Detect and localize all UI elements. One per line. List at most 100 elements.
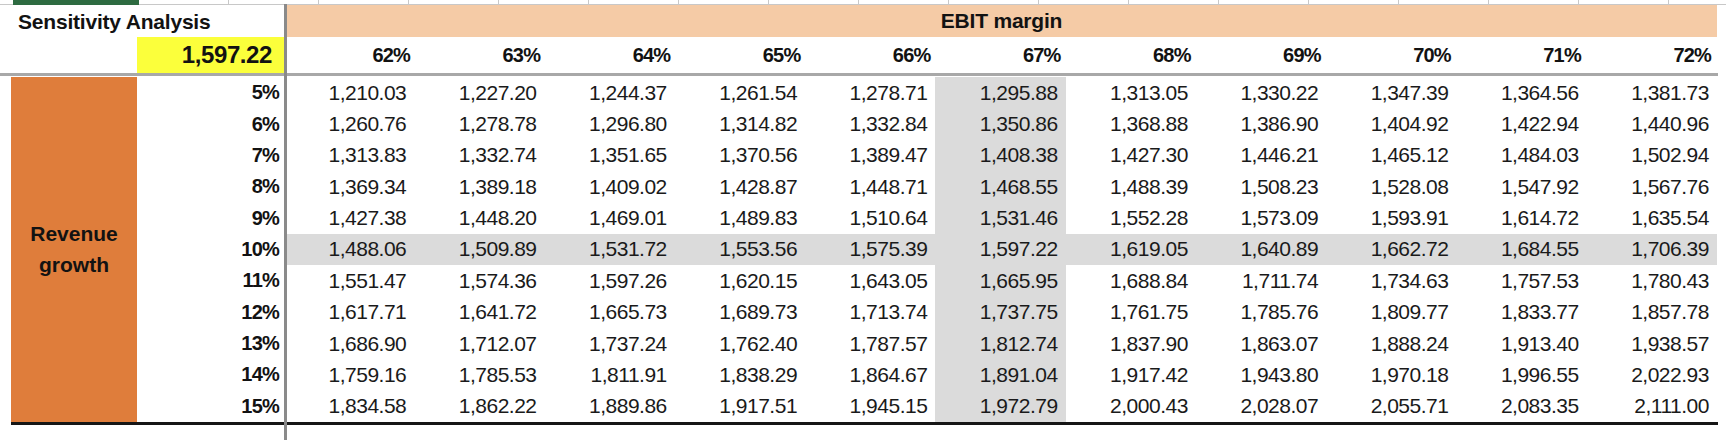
row-header-15%[interactable]: 15% — [137, 391, 284, 422]
column-axis-header-cell[interactable]: EBIT margin — [286, 5, 1717, 37]
data-cell[interactable]: 1,347.39 — [1326, 77, 1456, 108]
data-cell[interactable]: 1,428.87 — [675, 171, 805, 202]
column-header-63%[interactable]: 63% — [416, 37, 546, 73]
data-cell[interactable]: 1,313.83 — [284, 140, 414, 171]
data-cell[interactable]: 1,551.47 — [284, 265, 414, 296]
data-cell[interactable]: 1,863.07 — [1196, 328, 1326, 359]
column-header-69%[interactable]: 69% — [1197, 37, 1327, 73]
data-cell[interactable]: 1,640.89 — [1196, 234, 1326, 265]
data-cell[interactable]: 1,313.05 — [1066, 77, 1196, 108]
data-cell[interactable]: 1,261.54 — [675, 77, 805, 108]
data-cell[interactable]: 1,510.64 — [805, 202, 935, 233]
data-cell[interactable]: 1,689.73 — [675, 297, 805, 328]
data-cell[interactable]: 1,389.47 — [805, 140, 935, 171]
row-header-6%[interactable]: 6% — [137, 108, 284, 139]
column-header-66%[interactable]: 66% — [806, 37, 936, 73]
data-cell[interactable]: 2,000.43 — [1066, 391, 1196, 422]
data-cell[interactable]: 1,502.94 — [1587, 140, 1717, 171]
data-cell[interactable]: 1,857.78 — [1587, 297, 1717, 328]
row-header-12%[interactable]: 12% — [137, 297, 284, 328]
row-header-11%[interactable]: 11% — [137, 265, 284, 296]
data-cell[interactable]: 1,531.46 — [935, 202, 1065, 233]
data-cell[interactable]: 2,111.00 — [1587, 391, 1717, 422]
data-cell[interactable]: 1,508.23 — [1196, 171, 1326, 202]
data-cell[interactable]: 1,573.09 — [1196, 202, 1326, 233]
data-cell[interactable]: 1,737.75 — [935, 297, 1065, 328]
table-title-cell[interactable]: Sensitivity Analysis — [0, 6, 284, 37]
data-cell[interactable]: 1,386.90 — [1196, 108, 1326, 139]
data-cell[interactable]: 1,295.88 — [935, 77, 1065, 108]
data-cell[interactable]: 1,785.76 — [1196, 297, 1326, 328]
data-cell[interactable]: 1,889.86 — [545, 391, 675, 422]
data-cell[interactable]: 1,684.55 — [1456, 234, 1586, 265]
data-cell[interactable]: 1,469.01 — [545, 202, 675, 233]
data-cell[interactable]: 1,278.71 — [805, 77, 935, 108]
data-cell[interactable]: 1,809.77 — [1326, 297, 1456, 328]
data-cell[interactable]: 1,369.34 — [284, 171, 414, 202]
data-cell[interactable]: 1,296.80 — [545, 108, 675, 139]
row-axis-header-cell[interactable]: Revenue growth — [11, 77, 137, 422]
data-cell[interactable]: 1,913.40 — [1456, 328, 1586, 359]
data-cell[interactable]: 1,917.42 — [1066, 359, 1196, 390]
data-cell[interactable]: 1,278.78 — [414, 108, 544, 139]
data-cell[interactable]: 1,332.74 — [414, 140, 544, 171]
data-cell[interactable]: 1,762.40 — [675, 328, 805, 359]
data-cell[interactable]: 1,404.92 — [1326, 108, 1456, 139]
data-cell[interactable]: 1,711.74 — [1196, 265, 1326, 296]
data-cell[interactable]: 1,332.84 — [805, 108, 935, 139]
data-cell[interactable]: 1,864.67 — [805, 359, 935, 390]
data-cell[interactable]: 1,368.88 — [1066, 108, 1196, 139]
data-cell[interactable]: 1,389.18 — [414, 171, 544, 202]
data-cell[interactable]: 1,891.04 — [935, 359, 1065, 390]
data-cell[interactable]: 1,509.89 — [414, 234, 544, 265]
data-cell[interactable]: 1,780.43 — [1587, 265, 1717, 296]
data-cell[interactable]: 1,712.07 — [414, 328, 544, 359]
data-cell[interactable]: 1,972.79 — [935, 391, 1065, 422]
row-header-9%[interactable]: 9% — [137, 202, 284, 233]
data-cell[interactable]: 1,422.94 — [1456, 108, 1586, 139]
column-header-65%[interactable]: 65% — [676, 37, 806, 73]
data-cell[interactable]: 1,448.71 — [805, 171, 935, 202]
row-header-13%[interactable]: 13% — [137, 328, 284, 359]
data-cell[interactable]: 1,552.28 — [1066, 202, 1196, 233]
data-cell[interactable]: 1,665.73 — [545, 297, 675, 328]
data-cell[interactable]: 1,706.39 — [1587, 234, 1717, 265]
data-cell[interactable]: 1,996.55 — [1456, 359, 1586, 390]
data-cell[interactable]: 1,833.77 — [1456, 297, 1586, 328]
data-cell[interactable]: 1,834.58 — [284, 391, 414, 422]
row-header-5%[interactable]: 5% — [137, 77, 284, 108]
data-cell[interactable]: 1,427.38 — [284, 202, 414, 233]
data-cell[interactable]: 1,575.39 — [805, 234, 935, 265]
data-cell[interactable]: 1,547.92 — [1456, 171, 1586, 202]
data-cell[interactable]: 1,862.22 — [414, 391, 544, 422]
data-cell[interactable]: 1,468.55 — [935, 171, 1065, 202]
data-cell[interactable]: 1,597.22 — [935, 234, 1065, 265]
data-cell[interactable]: 1,370.56 — [675, 140, 805, 171]
row-header-7%[interactable]: 7% — [137, 140, 284, 171]
data-cell[interactable]: 1,970.18 — [1326, 359, 1456, 390]
data-cell[interactable]: 1,484.03 — [1456, 140, 1586, 171]
data-cell[interactable]: 1,350.86 — [935, 108, 1065, 139]
data-cell[interactable]: 1,617.71 — [284, 297, 414, 328]
data-cell[interactable]: 1,364.56 — [1456, 77, 1586, 108]
column-header-68%[interactable]: 68% — [1067, 37, 1197, 73]
data-cell[interactable]: 1,614.72 — [1456, 202, 1586, 233]
data-cell[interactable]: 1,408.38 — [935, 140, 1065, 171]
data-cell[interactable]: 1,227.20 — [414, 77, 544, 108]
data-cell[interactable]: 2,083.35 — [1456, 391, 1586, 422]
data-cell[interactable]: 1,811.91 — [545, 359, 675, 390]
data-cell[interactable]: 1,938.57 — [1587, 328, 1717, 359]
data-cell[interactable]: 1,635.54 — [1587, 202, 1717, 233]
data-cell[interactable]: 1,409.02 — [545, 171, 675, 202]
data-cell[interactable]: 1,446.21 — [1196, 140, 1326, 171]
data-cell[interactable]: 1,787.57 — [805, 328, 935, 359]
data-cell[interactable]: 1,528.08 — [1326, 171, 1456, 202]
data-cell[interactable]: 1,662.72 — [1326, 234, 1456, 265]
column-header-72%[interactable]: 72% — [1587, 37, 1717, 73]
data-cell[interactable]: 1,761.75 — [1066, 297, 1196, 328]
data-cell[interactable]: 1,427.30 — [1066, 140, 1196, 171]
data-cell[interactable]: 1,574.36 — [414, 265, 544, 296]
data-cell[interactable]: 1,686.90 — [284, 328, 414, 359]
data-cell[interactable]: 1,553.56 — [675, 234, 805, 265]
data-cell[interactable]: 1,531.72 — [545, 234, 675, 265]
